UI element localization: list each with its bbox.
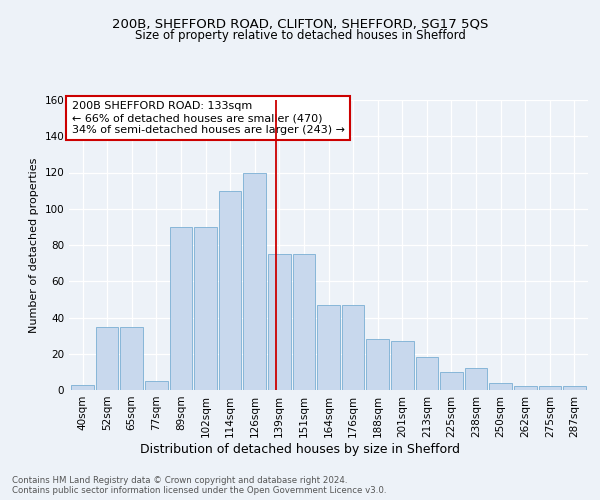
Bar <box>490 383 512 390</box>
Bar <box>293 254 315 390</box>
Bar <box>514 386 536 390</box>
Bar <box>170 227 192 390</box>
Text: Distribution of detached houses by size in Shefford: Distribution of detached houses by size … <box>140 442 460 456</box>
Text: Contains HM Land Registry data © Crown copyright and database right 2024.
Contai: Contains HM Land Registry data © Crown c… <box>12 476 386 495</box>
Bar <box>342 305 364 390</box>
Bar <box>440 372 463 390</box>
Bar <box>563 386 586 390</box>
Text: Size of property relative to detached houses in Shefford: Size of property relative to detached ho… <box>134 28 466 42</box>
Bar <box>121 326 143 390</box>
Bar <box>391 341 413 390</box>
Bar <box>539 386 561 390</box>
Bar <box>367 339 389 390</box>
Bar <box>416 358 438 390</box>
Bar <box>268 254 290 390</box>
Text: 200B, SHEFFORD ROAD, CLIFTON, SHEFFORD, SG17 5QS: 200B, SHEFFORD ROAD, CLIFTON, SHEFFORD, … <box>112 18 488 30</box>
Text: 200B SHEFFORD ROAD: 133sqm
← 66% of detached houses are smaller (470)
34% of sem: 200B SHEFFORD ROAD: 133sqm ← 66% of deta… <box>71 102 344 134</box>
Bar <box>317 305 340 390</box>
Bar <box>244 172 266 390</box>
Bar <box>219 190 241 390</box>
Bar <box>71 384 94 390</box>
Y-axis label: Number of detached properties: Number of detached properties <box>29 158 39 332</box>
Bar <box>465 368 487 390</box>
Bar <box>96 326 118 390</box>
Bar <box>194 227 217 390</box>
Bar <box>145 381 167 390</box>
